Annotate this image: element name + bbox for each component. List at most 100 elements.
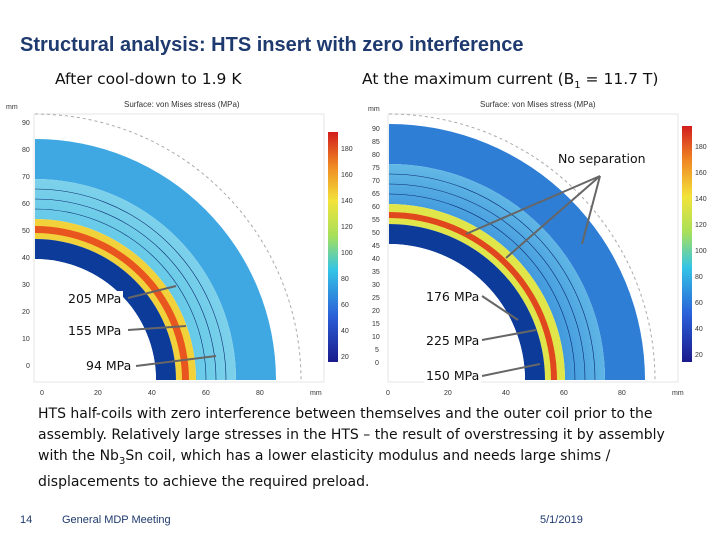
right-y-tick: 5 [375,347,379,354]
annotation-225-mpa: 225 MPa [424,333,482,348]
annotation-155-mpa: 155 MPa [66,323,124,338]
right-colorbar-tick: 80 [695,274,703,281]
right-colorbar-tick: 120 [695,222,707,229]
right-colorbar-tick: 60 [695,300,703,307]
right-y-tick: 15 [372,321,380,328]
right-x-tick: 20 [444,390,452,397]
right-y-tick: 25 [372,295,380,302]
right-y-tick: 85 [372,139,380,146]
arrow-no-separation-2 [505,175,601,259]
left-plot-title: Surface: von Mises stress (MPa) [124,100,240,109]
outer-boundary [388,113,656,381]
left-y-tick: 10 [22,336,30,343]
slide-title: Structural analysis: HTS insert with zer… [20,34,524,56]
right-colorbar-tick: 160 [695,170,707,177]
inner-shell [35,239,176,380]
left-colorbar-tick: 160 [341,172,353,179]
right-y-tick: 70 [372,178,380,185]
right-panel-heading: At the maximum current (B1 = 11.7 T) [362,70,658,91]
right-x-tick: 40 [502,390,510,397]
right-x-tick: 0 [386,390,390,397]
right-heading-prefix: At the maximum current (B [362,70,575,88]
left-y-tick: 0 [26,363,30,370]
right-x-tick: 60 [560,390,568,397]
page-number: 14 [20,514,33,526]
right-colorbar [682,126,692,362]
left-axis-unit: mm [6,104,18,111]
bore [35,259,156,380]
coil-turns [388,173,596,381]
right-y-tick: 80 [372,152,380,159]
left-colorbar-tick: 140 [341,198,353,205]
right-axis-unit: mm [368,106,380,113]
annotation-94-mpa: 94 MPa [84,358,134,373]
left-colorbar-tick: 40 [341,328,349,335]
left-colorbar-tick: 100 [341,250,353,257]
left-x-tick: 40 [148,390,156,397]
right-y-tick: 0 [375,360,379,367]
left-colorbar [328,132,338,362]
arrow-no-separation-1 [465,175,601,235]
right-stress-plot [387,113,692,383]
caption-text: HTS half-coils with zero interference be… [38,404,688,493]
left-y-tick: 80 [22,147,30,154]
outer-structure [35,139,276,380]
footer-date: 5/1/2019 [540,514,583,526]
left-x-tick: 60 [202,390,210,397]
annotation-205-mpa: 205 MPa [66,291,124,306]
right-colorbar-tick: 40 [695,326,703,333]
right-heading-subscript: 1 [574,80,581,92]
annotation-150-mpa: 150 MPa [424,368,482,383]
bore [389,244,525,380]
annotation-176-mpa: 176 MPa [424,289,482,304]
arrow-155 [127,325,187,331]
right-y-tick: 50 [372,230,380,237]
caption-part1: HTS half-coils with zero interference be… [38,406,665,464]
left-x-tick: 20 [94,390,102,397]
left-y-tick: 30 [22,282,30,289]
annotation-no-separation: No separation [556,151,648,166]
right-colorbar-tick: 140 [695,196,707,203]
outer-boundary [34,113,302,381]
left-y-tick: 60 [22,201,30,208]
outer-structure [389,124,645,380]
right-y-tick: 30 [372,282,380,289]
caption-subscript: 3 [118,455,126,467]
left-colorbar-tick: 60 [341,302,349,309]
left-x-tick: 0 [40,390,44,397]
right-y-tick: 65 [372,191,380,198]
left-colorbar-tick: 20 [341,354,349,361]
right-x-unit: mm [672,390,684,397]
right-x-tick: 80 [618,390,626,397]
arrow-225 [481,329,537,341]
right-colorbar-tick: 100 [695,248,707,255]
left-y-tick: 70 [22,174,30,181]
right-colorbar-tick: 180 [695,144,707,151]
left-panel-heading: After cool-down to 1.9 K [55,70,242,88]
left-colorbar-tick: 180 [341,146,353,153]
right-y-tick: 75 [372,165,380,172]
left-y-tick: 40 [22,255,30,262]
right-y-tick: 35 [372,269,380,276]
arrow-no-separation-3 [581,175,601,245]
left-y-tick: 50 [22,228,30,235]
right-heading-suffix: = 11.7 T) [580,70,659,88]
coil-turns [34,188,227,381]
right-y-tick: 40 [372,256,380,263]
right-y-tick: 90 [372,126,380,133]
inner-shell [389,224,545,380]
arrow-150 [481,363,541,377]
left-x-tick: 80 [256,390,264,397]
arrow-94 [135,355,217,367]
left-y-tick: 90 [22,120,30,127]
caption-part2: Sn coil, which has a lower elasticity mo… [38,448,611,490]
arrow-205 [127,285,177,299]
arrow-176 [481,295,519,321]
right-y-tick: 55 [372,217,380,224]
right-plot-title: Surface: von Mises stress (MPa) [480,100,596,109]
right-y-tick: 20 [372,308,380,315]
right-y-tick: 45 [372,243,380,250]
right-y-tick: 60 [372,204,380,211]
left-colorbar-tick: 120 [341,224,353,231]
right-y-tick: 10 [372,334,380,341]
